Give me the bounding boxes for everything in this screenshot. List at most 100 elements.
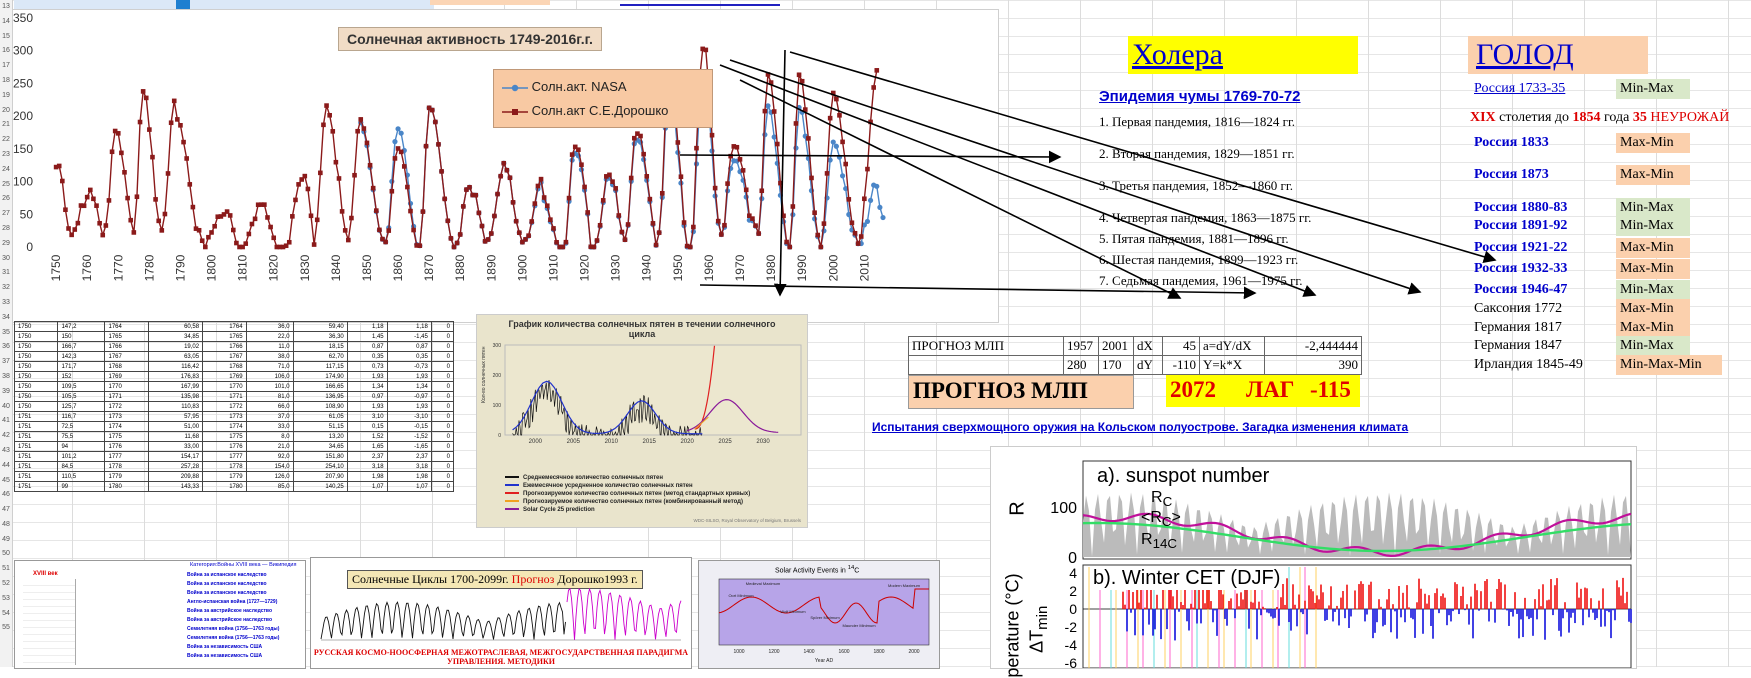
famine-tag[interactable]: Min-Max [1616, 79, 1690, 99]
row-number[interactable]: 33 [2, 298, 10, 306]
row-number[interactable]: 53 [2, 594, 10, 602]
doroshko-point [740, 168, 746, 173]
row-number[interactable]: 46 [2, 491, 10, 499]
row-number[interactable]: 45 [2, 476, 10, 484]
solar-activity-chart[interactable]: 0 50 100 150 200 250 300 350 1750 1760 1770 1780 179… [12, 9, 999, 323]
row-number[interactable]: 21 [2, 121, 10, 129]
table-cell[interactable]: 1780 [104, 481, 149, 492]
row-number[interactable]: 43 [2, 446, 10, 454]
row-number[interactable]: 20 [2, 106, 10, 114]
row-number[interactable]: 29 [2, 239, 10, 247]
row-number[interactable]: 24 [2, 165, 10, 173]
forecast-r2-c1[interactable]: 280 [1063, 355, 1099, 375]
war-item[interactable]: Война за независимость США [187, 653, 263, 659]
table-cell[interactable]: 0 [430, 481, 455, 492]
row-number[interactable]: 55 [2, 624, 10, 632]
x-tick-label: 1790 [173, 254, 187, 281]
famine-tag[interactable]: Max-Min [1616, 299, 1690, 319]
row-number[interactable]: 36 [2, 343, 10, 351]
famine-tag[interactable]: Max-Min [1616, 318, 1690, 338]
row-number[interactable]: 49 [2, 535, 10, 543]
cycles-history-line [320, 601, 566, 640]
kola-link[interactable]: Испытания сверхмощного оружия на Кольско… [872, 420, 1409, 434]
doroshko-point [377, 227, 382, 233]
row-number[interactable]: 42 [2, 432, 10, 440]
famine-tag[interactable]: Max-Min [1616, 238, 1690, 258]
forecast-r1-c2[interactable]: 2001 [1098, 336, 1134, 356]
famine-tag[interactable]: Min-Max [1616, 336, 1690, 356]
cholera-title[interactable]: Холера [1132, 38, 1223, 71]
row-number[interactable]: 44 [2, 461, 10, 469]
war-item[interactable]: Война за австрийское наследство [187, 608, 272, 614]
table-cell[interactable]: 140,25 [292, 481, 348, 492]
row-number[interactable]: 50 [2, 550, 10, 558]
war-item[interactable]: Англо-испанская война (1727—1729) [187, 599, 278, 605]
war-item[interactable]: Семилетняя война (1756—1763 годы) [187, 635, 280, 641]
forecast-r1-c3[interactable]: dX [1133, 336, 1163, 356]
famine-title[interactable]: ГОЛОД [1476, 38, 1574, 71]
row-number[interactable]: 23 [2, 150, 10, 158]
row-number[interactable]: 54 [2, 609, 10, 617]
table-cell[interactable]: 1751 [13, 481, 59, 492]
row-number[interactable]: 30 [2, 254, 10, 262]
forecast-r2-c3[interactable]: dY [1133, 355, 1163, 375]
famine-tag[interactable]: Min-Max [1616, 280, 1690, 300]
row-number[interactable]: 14 [2, 17, 10, 25]
famine-tag[interactable]: Min-Max [1616, 216, 1690, 236]
row-number[interactable]: 39 [2, 387, 10, 395]
forecast-r2-c5[interactable]: Y=k*X [1199, 355, 1265, 375]
row-number[interactable]: 19 [2, 91, 10, 99]
famine-tag[interactable]: Min-Max-Min [1616, 355, 1722, 375]
cet-chart[interactable]: 0 100 4 2 0 -2 -4 -6 a). sunspot number R RC <R… [990, 446, 1637, 678]
wars-table-header[interactable]: Категория:Войны XVIII века — Википедия [190, 562, 297, 568]
row-number[interactable]: 35 [2, 328, 10, 336]
row-number[interactable]: 17 [2, 62, 10, 70]
row-number[interactable]: 22 [2, 136, 10, 144]
row-number[interactable]: 26 [2, 195, 10, 203]
row-number[interactable]: 47 [2, 506, 10, 514]
war-item[interactable]: Семилетняя война (1756—1763 годы) [187, 626, 280, 632]
row-number[interactable]: 41 [2, 417, 10, 425]
row-number[interactable]: 32 [2, 284, 10, 292]
row-number[interactable]: 25 [2, 180, 10, 188]
war-item[interactable]: Война за испанское наследство [187, 572, 267, 578]
row-number[interactable]: 18 [2, 76, 10, 84]
row-number[interactable]: 31 [2, 269, 10, 277]
famine-tag[interactable]: Max-Min [1616, 259, 1690, 279]
sunspot-cycle-chart[interactable]: График количества солнечных пятен в тече… [476, 314, 808, 528]
row-number[interactable]: 28 [2, 224, 10, 232]
forecast-r2-c6[interactable]: 390 [1264, 355, 1362, 375]
forecast-r1-c5[interactable]: a=dY/dX [1199, 336, 1265, 356]
doroshko-point [470, 192, 475, 198]
war-item[interactable]: Война за австрийское наследство [187, 617, 272, 623]
famine-tag[interactable]: Min-Max [1616, 198, 1690, 218]
war-item[interactable]: Война за независимость США [187, 644, 263, 650]
doroshko-point [252, 216, 258, 222]
famine-tag[interactable]: Max-Min [1616, 133, 1690, 153]
row-number[interactable]: 37 [2, 358, 10, 366]
war-item[interactable]: Война за испанское наследство [187, 581, 267, 587]
y-tick-label: 150 [13, 142, 33, 156]
row-number[interactable]: 40 [2, 402, 10, 410]
solar-cycles-chart[interactable]: Солнечные Циклы 1700-2099г. Прогноз Доро… [310, 557, 692, 669]
row-number[interactable]: 13 [2, 3, 10, 10]
row-number[interactable]: 16 [2, 47, 10, 55]
war-item[interactable]: Война за испанское наследство [187, 590, 267, 596]
forecast-big-cell[interactable]: ПРОГНОЗ МЛП [908, 375, 1134, 409]
row-number[interactable]: 38 [2, 372, 10, 380]
plague-link[interactable]: Эпидемия чумы 1769-70-72 [1099, 88, 1301, 105]
row-number[interactable]: 34 [2, 313, 10, 321]
table-cell[interactable]: 1780 [202, 481, 247, 492]
row-number[interactable]: 15 [2, 32, 10, 40]
row-number[interactable]: 51 [2, 565, 10, 573]
famine-tag[interactable]: Max-Min [1616, 165, 1690, 185]
row-number[interactable]: 52 [2, 580, 10, 588]
doroshko-point [793, 121, 799, 126]
row-number[interactable]: 27 [2, 210, 10, 218]
row-header[interactable]: 13 14 15 16 17 18 19 20 21 22 23 24 25 26 27 28 29 30 31 32… [0, 0, 13, 667]
forecast-r1-c6[interactable]: -2,444444 [1264, 336, 1362, 356]
famine-place[interactable]: Россия 1733-35 [1474, 81, 1566, 96]
forecast-r2-c4[interactable]: -110 [1162, 355, 1200, 375]
row-number[interactable]: 48 [2, 520, 10, 528]
forecast-result-cell[interactable]: 2072 ЛАГ -115 [1166, 375, 1360, 407]
